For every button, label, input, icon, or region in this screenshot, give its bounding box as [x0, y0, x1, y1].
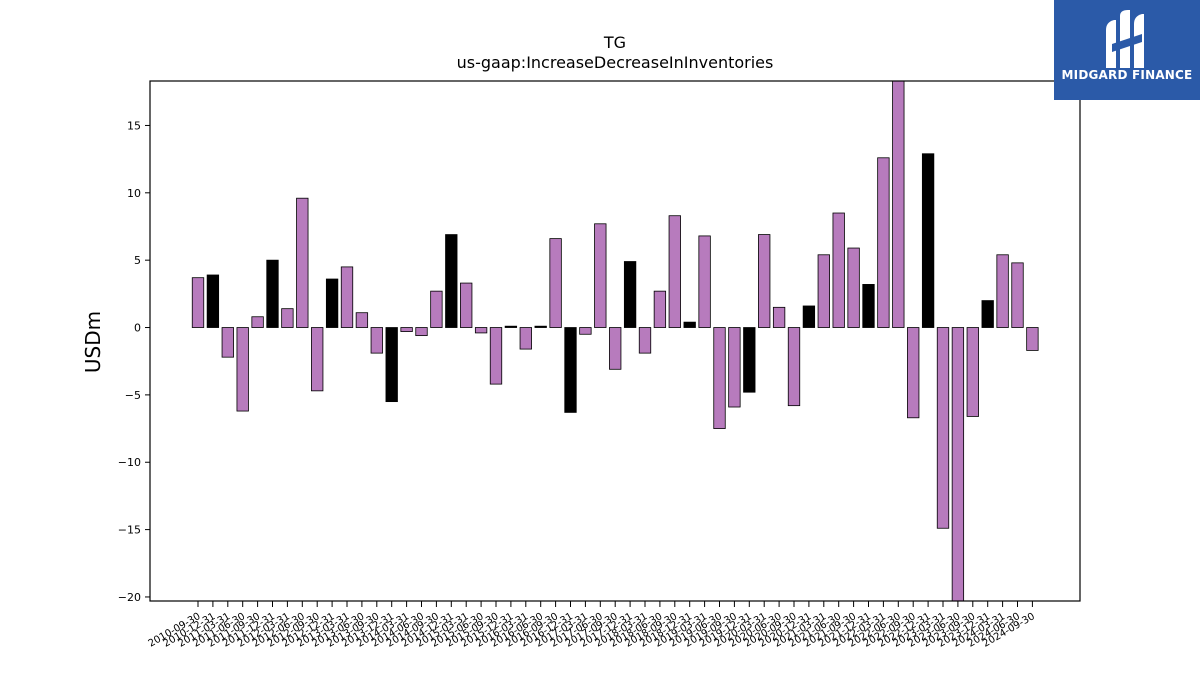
bar — [609, 327, 622, 370]
bar — [847, 247, 860, 328]
bar — [668, 215, 681, 328]
chart-subtitle: us-gaap:IncreaseDecreaseInInventories — [457, 53, 774, 72]
bar — [653, 290, 667, 328]
bar — [996, 254, 1009, 328]
bar — [832, 212, 845, 328]
y-tick-label: −20 — [118, 591, 141, 604]
bar — [1011, 262, 1024, 328]
bar — [340, 266, 354, 328]
bar — [430, 290, 443, 328]
bar — [504, 325, 518, 328]
bar — [1026, 327, 1039, 351]
bar — [296, 197, 309, 328]
bar — [206, 274, 220, 328]
bar — [564, 327, 577, 413]
bar-series — [191, 80, 1039, 602]
bar — [489, 327, 503, 385]
bar — [802, 305, 816, 328]
bar — [772, 306, 786, 328]
bar — [951, 327, 965, 602]
bar — [191, 277, 205, 328]
x-axis-ticks: 2010-09-302010-12-312011-03-312011-06-30… — [147, 601, 1037, 650]
bar — [266, 259, 279, 328]
brand-name: MIDGARD FINANCE — [1061, 68, 1193, 82]
bar — [519, 327, 532, 350]
bar — [892, 80, 905, 328]
bar — [325, 278, 339, 328]
y-tick-label: 0 — [134, 322, 141, 335]
bar — [579, 327, 592, 335]
bar — [415, 327, 428, 337]
bar — [281, 308, 294, 328]
bar — [251, 316, 264, 328]
bar — [758, 234, 771, 328]
bar — [474, 327, 488, 334]
midgard-logo-icon — [1106, 10, 1144, 68]
bar — [981, 300, 994, 328]
bar — [534, 325, 547, 328]
bar — [623, 261, 637, 328]
y-tick-label: −10 — [118, 456, 141, 469]
bar — [460, 282, 473, 328]
chart-title: TG — [603, 33, 626, 52]
bar — [817, 254, 830, 328]
bar — [638, 327, 652, 354]
plot-frame — [149, 80, 1081, 602]
bar — [221, 327, 234, 358]
bar — [311, 327, 324, 392]
bar — [683, 321, 696, 328]
bar — [370, 327, 383, 354]
bar — [445, 234, 458, 328]
bar — [385, 327, 398, 403]
bar — [787, 327, 801, 407]
bar — [549, 238, 562, 328]
bar — [400, 327, 413, 332]
bar — [698, 235, 711, 328]
bar — [966, 327, 979, 417]
bar — [862, 284, 875, 328]
bar — [877, 157, 890, 328]
bar — [713, 327, 726, 429]
y-tick-label: 15 — [127, 119, 141, 132]
bar — [743, 327, 756, 393]
y-axis-label: USDm — [81, 311, 105, 373]
y-tick-label: −5 — [125, 389, 141, 402]
y-tick-label: 10 — [127, 187, 141, 200]
y-axis-ticks: −20 −15 −10 −5 0 5 10 15 — [118, 119, 150, 604]
bar — [594, 223, 607, 328]
bar — [728, 327, 741, 408]
bar — [236, 327, 249, 412]
y-tick-label: 5 — [134, 254, 141, 267]
bar — [907, 327, 920, 419]
y-tick-label: −15 — [118, 524, 141, 537]
bar — [936, 327, 950, 529]
bar — [355, 312, 369, 328]
brand-logo: MIDGARD FINANCE — [1054, 0, 1200, 100]
bar — [921, 153, 935, 328]
